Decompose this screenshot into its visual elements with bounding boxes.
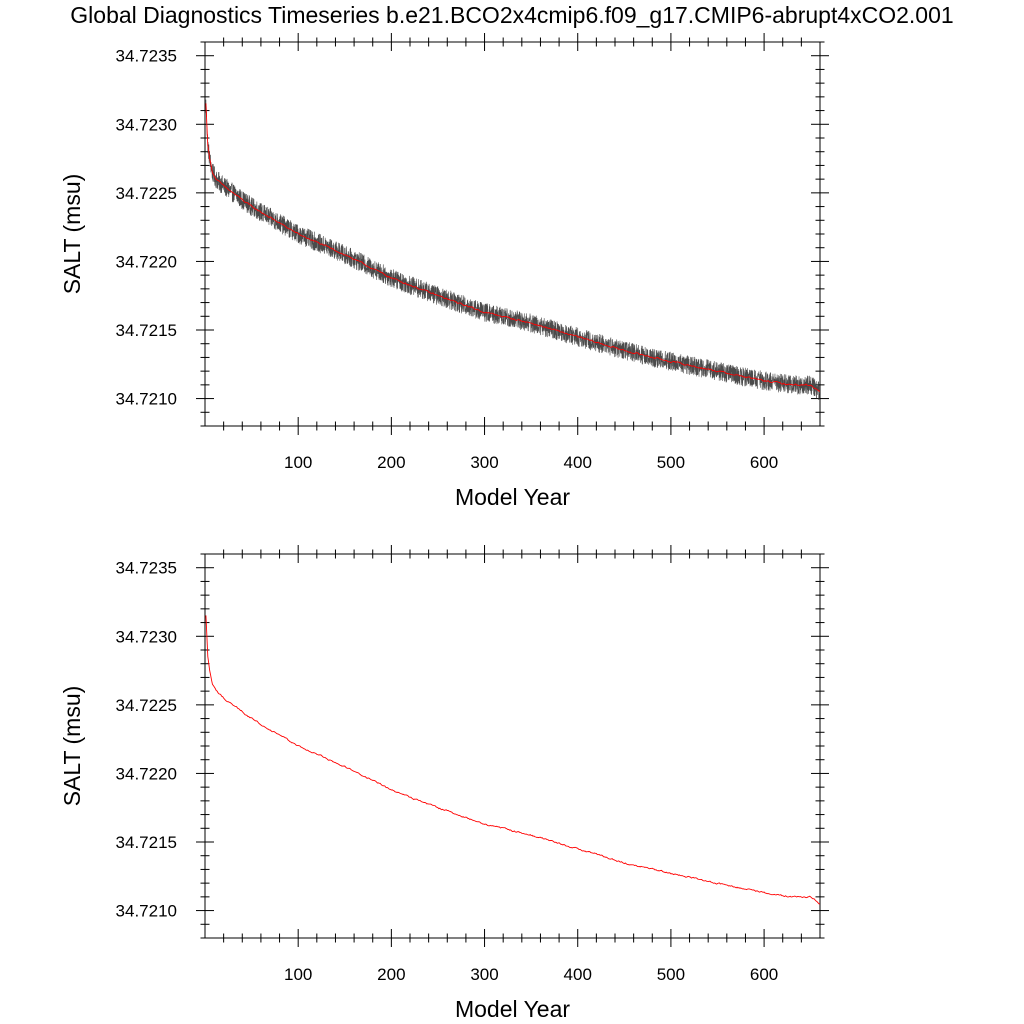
x-tick-label: 400	[564, 453, 592, 472]
x-tick-label: 100	[284, 453, 312, 472]
x-axis-title: Model Year	[455, 484, 570, 510]
x-tick-label: 200	[377, 965, 405, 984]
y-tick-label: 34.7220	[116, 252, 177, 271]
y-tick-label: 34.7225	[116, 696, 177, 715]
plot-frame	[204, 553, 821, 939]
y-tick-label: 34.7225	[116, 184, 177, 203]
annual-series-line	[205, 103, 821, 392]
figure-title: Global Diagnostics Timeseries b.e21.BCO2…	[70, 2, 954, 28]
x-axis-title: Model Year	[455, 996, 570, 1022]
y-tick-label: 34.7230	[116, 115, 177, 134]
y-tick-label: 34.7215	[116, 833, 177, 852]
bottom-chart: 100 200 300 400 500 600 34.7235 34.7230 34.7225 3…	[59, 545, 829, 1022]
y-tick-label: 34.7210	[116, 390, 177, 409]
x-tick-label: 400	[564, 965, 592, 984]
x-tick-label: 300	[470, 965, 498, 984]
y-tick-label: 34.7215	[116, 321, 177, 340]
x-tick-label: 600	[750, 965, 778, 984]
y-tick-label: 34.7235	[116, 559, 177, 578]
annual-series-line	[205, 615, 821, 905]
top-chart: 100 200 300 400 500 600 34.7235 34.7230 34.7225 3…	[59, 33, 829, 510]
y-tick-label: 34.7210	[116, 902, 177, 921]
monthly-series-line	[205, 99, 821, 400]
y-tick-label: 34.7235	[116, 47, 177, 66]
x-tick-label: 500	[657, 965, 685, 984]
y-axis-title: SALT (msu)	[59, 174, 85, 295]
y-tick-label: 34.7230	[116, 627, 177, 646]
x-tick-label: 100	[284, 965, 312, 984]
x-tick-label: 500	[657, 453, 685, 472]
x-tick-label: 200	[377, 453, 405, 472]
y-tick-label: 34.7220	[116, 764, 177, 783]
x-tick-label: 600	[750, 453, 778, 472]
y-axis-title: SALT (msu)	[59, 686, 85, 807]
x-tick-label: 300	[470, 453, 498, 472]
